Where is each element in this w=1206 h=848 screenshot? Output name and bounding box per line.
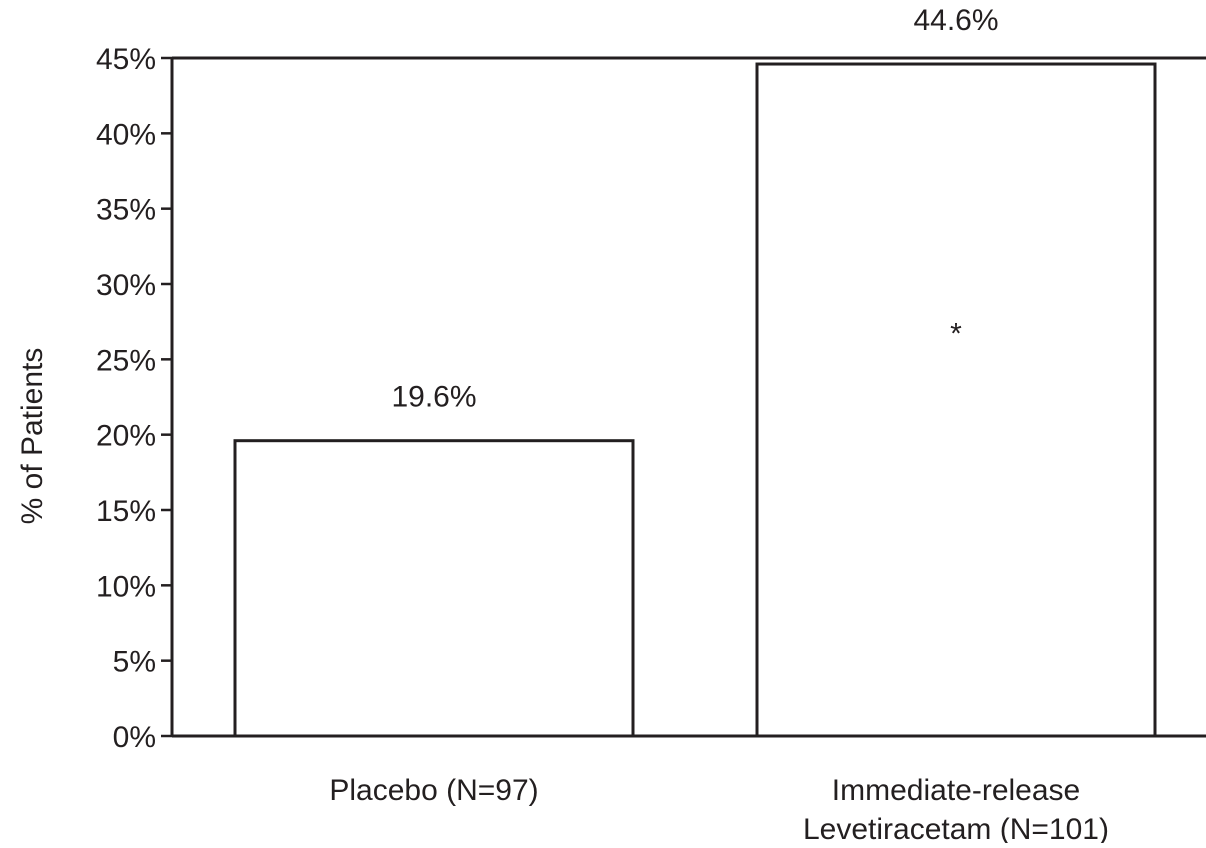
bar xyxy=(755,62,1157,738)
bar xyxy=(233,439,635,738)
y-tick-label: 5% xyxy=(113,646,156,679)
bar-data-label: 19.6% xyxy=(391,381,476,414)
y-tick-label: 45% xyxy=(96,43,156,76)
y-axis-title: % of Patients xyxy=(16,348,49,525)
y-tick-label: 35% xyxy=(96,194,156,227)
y-tick-label: 15% xyxy=(96,495,156,528)
y-tick-label: 10% xyxy=(96,570,156,603)
x-category-label: Levetiracetam (N=101) xyxy=(803,813,1109,843)
y-tick-label: 40% xyxy=(96,118,156,151)
bar-data-label: 44.6% xyxy=(913,4,998,37)
y-tick-label: 30% xyxy=(96,269,156,302)
y-tick-label: 25% xyxy=(96,344,156,377)
x-category-label: Immediate-release xyxy=(832,774,1080,807)
y-tick-label: 0% xyxy=(113,721,156,754)
significance-asterisk: * xyxy=(950,318,962,351)
x-category-label: Placebo (N=97) xyxy=(329,774,538,807)
y-tick-label: 20% xyxy=(96,420,156,453)
